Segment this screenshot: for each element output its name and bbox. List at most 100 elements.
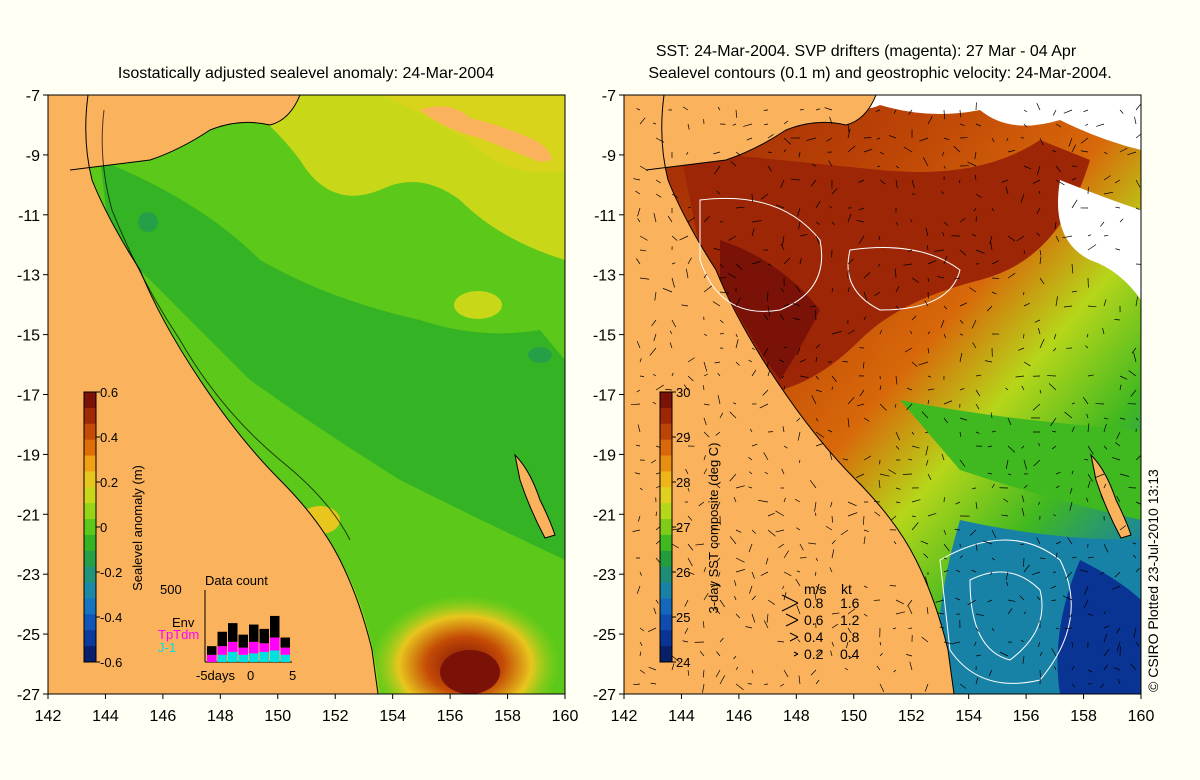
velocity-arrow [1119, 384, 1122, 391]
velocity-arrow [927, 347, 930, 354]
velocity-arrow [639, 117, 646, 125]
velocity-arrow [715, 557, 721, 563]
velocity-arrow [1007, 149, 1016, 153]
velocity-arrow [639, 651, 642, 657]
velocity-arrow [1103, 664, 1108, 671]
velocity-arrow [790, 178, 801, 181]
velocity-arrow [748, 359, 753, 363]
y-tick-label: -9 [26, 148, 40, 165]
velocity-arrow [797, 207, 801, 217]
velocity-arrow [1071, 199, 1078, 209]
velocity-arrow [924, 683, 929, 692]
velocity-arrow [1039, 651, 1043, 657]
velocity-arrow [955, 597, 961, 601]
y-tick-label: -21 [593, 507, 616, 524]
velocity-arrow [1062, 595, 1073, 601]
velocity-arrow [895, 268, 897, 279]
velocity-arrow [1032, 403, 1041, 411]
velocity-arrow [927, 399, 930, 405]
velocity-arrow [918, 361, 929, 366]
velocity-arrow [1116, 641, 1121, 652]
velocity-arrow [943, 529, 947, 535]
velocity-arrow [1023, 302, 1030, 307]
velocity-arrow [911, 277, 920, 283]
velocity-arrow [1117, 678, 1121, 685]
velocity-arrow [1016, 235, 1025, 242]
velocity-arrow [815, 375, 820, 380]
velocity-arrow [1131, 347, 1137, 354]
velocity-arrow [1096, 123, 1105, 127]
velocity-arrow [921, 636, 929, 643]
velocity-arrow [1071, 683, 1076, 688]
velocity-arrow [1135, 501, 1141, 505]
velocity-arrow [895, 221, 899, 226]
velocity-arrow [892, 627, 897, 630]
left-panel-title: Isostatically adjusted sealevel anomaly:… [118, 65, 494, 82]
velocity-legend-arrow [789, 632, 799, 642]
y-tick-label: -13 [593, 268, 616, 285]
velocity-arrow [767, 305, 770, 316]
velocity-arrow [969, 529, 977, 536]
velocity-arrow [702, 683, 705, 693]
velocity-arrow [1135, 103, 1141, 111]
velocity-arrow [1048, 383, 1057, 391]
velocity-arrow [1007, 417, 1012, 426]
velocity-arrow [702, 385, 705, 391]
velocity-arrow [1112, 585, 1121, 590]
velocity-arrow [711, 527, 721, 531]
velocity-arrow [671, 277, 675, 288]
velocity-legend-arrow [781, 594, 799, 612]
velocity-arrow [1001, 179, 1009, 183]
velocity-arrow [671, 193, 678, 198]
velocity-arrow [1116, 495, 1121, 503]
velocity-arrow [1032, 179, 1041, 184]
velocity-arrow [735, 485, 745, 489]
velocity-arrow [815, 108, 821, 111]
data-count-bar-env [259, 628, 269, 644]
colorbar-tick-label: 0.4 [100, 430, 118, 445]
velocity-arrow [975, 613, 985, 617]
velocity-arrow [907, 599, 913, 607]
velocity-arrow [1036, 232, 1041, 237]
velocity-arrow [1071, 665, 1075, 671]
velocity-arrow [717, 106, 721, 111]
velocity-arrow [1007, 608, 1013, 615]
velocity-arrow [879, 385, 882, 391]
velocity-legend-header-ms: m/s [804, 581, 827, 597]
velocity-arrow [687, 669, 690, 676]
velocity-arrow [751, 220, 762, 223]
velocity-arrow [906, 403, 913, 411]
velocity-arrow [639, 627, 645, 632]
velocity-arrow [1022, 655, 1025, 664]
velocity-legend-ms: 0.4 [804, 629, 824, 645]
velocity-arrow [911, 361, 918, 368]
velocity-arrow [703, 216, 710, 223]
velocity-arrow [655, 511, 658, 517]
velocity-arrow [1005, 387, 1009, 391]
colorbar-tick-label: 0.6 [100, 385, 118, 400]
velocity-arrow [1037, 328, 1041, 335]
velocity-arrow [1005, 186, 1009, 195]
velocity-arrow [909, 330, 913, 335]
velocity-arrow [959, 123, 965, 126]
velocity-arrow [703, 455, 706, 461]
velocity-arrow [639, 235, 648, 241]
velocity-arrow [831, 612, 840, 615]
velocity-arrow [862, 361, 865, 369]
velocity-arrow [799, 108, 804, 111]
velocity-arrow [1069, 501, 1073, 511]
velocity-arrow [767, 529, 776, 537]
velocity-arrow [797, 431, 801, 441]
x-tick-label: 158 [494, 708, 521, 725]
velocity-arrow [1103, 648, 1110, 657]
velocity-arrow [751, 669, 754, 674]
velocity-arrow [828, 160, 833, 167]
velocity-arrow [751, 193, 753, 203]
velocity-arrow [783, 669, 789, 678]
velocity-arrow [1007, 599, 1016, 602]
velocity-arrow [911, 431, 915, 435]
colorbar-swatch [84, 550, 96, 568]
velocity-arrow [927, 277, 930, 283]
velocity-arrow [775, 204, 785, 209]
velocity-legend: m/s kt 0.8 1.60.6 1.20.4 0.80.2 0.4 [781, 581, 860, 662]
